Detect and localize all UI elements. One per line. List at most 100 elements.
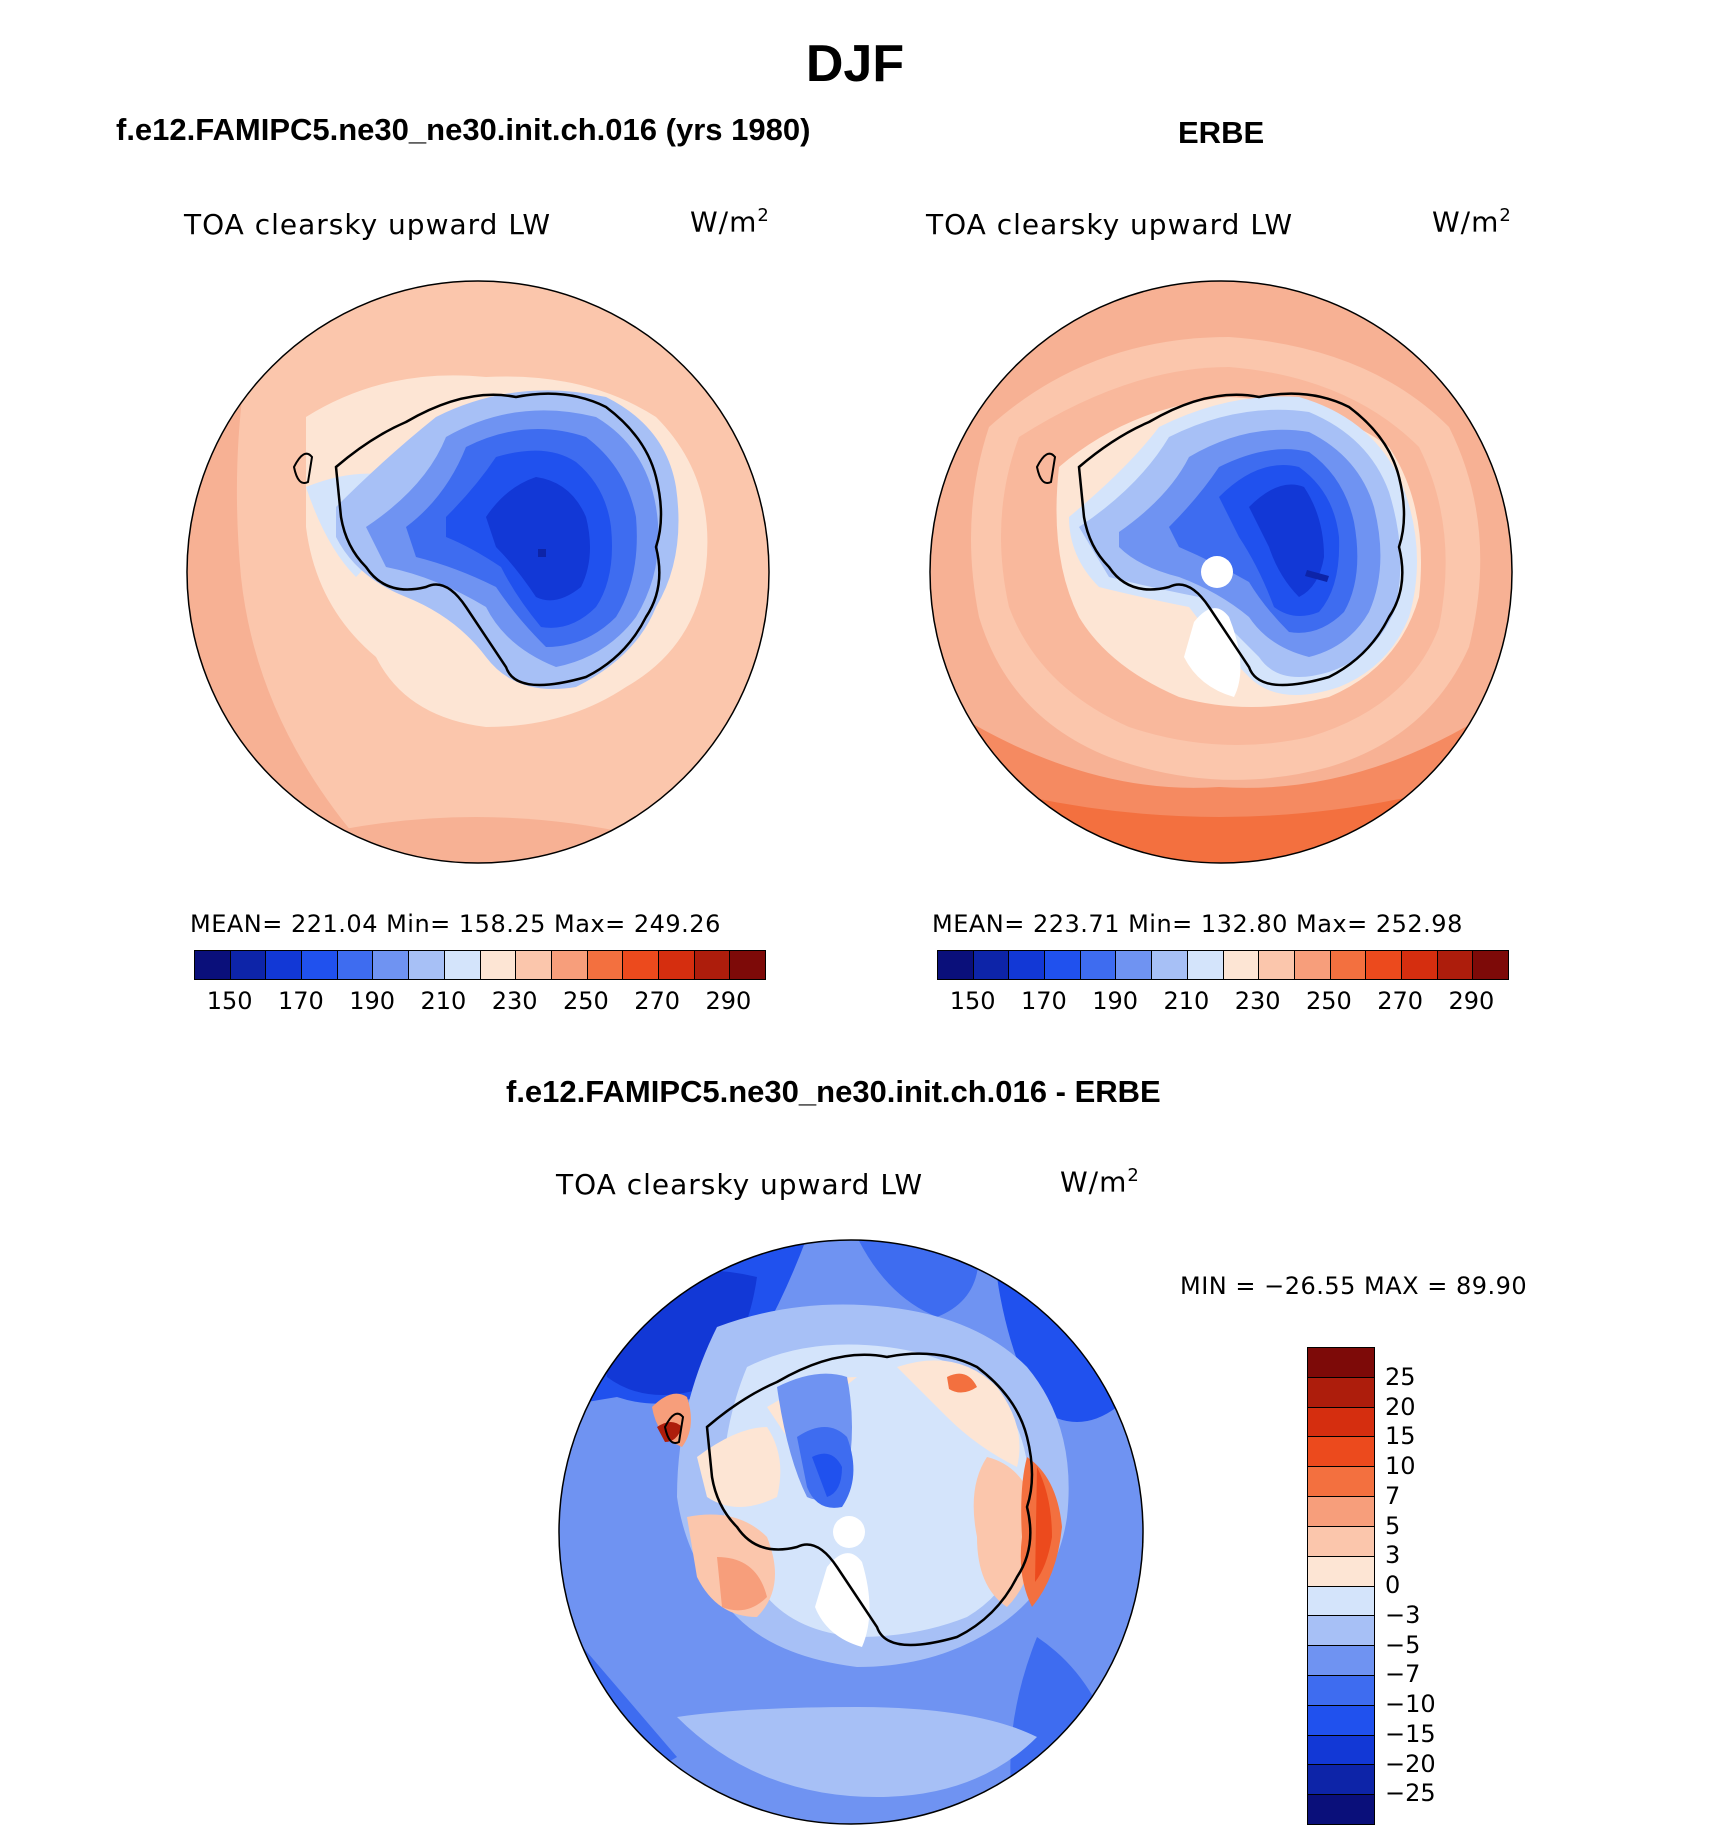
colorbar-segment bbox=[1223, 951, 1260, 979]
colorbar-tick-label: 270 bbox=[1377, 987, 1424, 1015]
colorbar-segment bbox=[1401, 951, 1438, 979]
model-colorbar bbox=[194, 950, 766, 980]
colorbar-segment bbox=[1152, 951, 1188, 979]
colorbar-segment bbox=[1308, 1377, 1374, 1408]
colorbar-segment bbox=[373, 951, 410, 979]
colorbar-segment bbox=[1437, 951, 1474, 979]
colorbar-tick-label: 250 bbox=[1305, 987, 1352, 1015]
obs-colorbar bbox=[937, 950, 1509, 980]
colorbar-segment bbox=[1473, 951, 1508, 979]
colorbar-tick-label: 7 bbox=[1385, 1481, 1401, 1510]
colorbar-tick-label: −25 bbox=[1385, 1779, 1436, 1808]
colorbar-tick-label: 190 bbox=[1092, 987, 1139, 1015]
colorbar-tick-label: 230 bbox=[1234, 987, 1281, 1015]
model-colorbar-ticks: 150 170 190 210 230 250 270 290 bbox=[194, 987, 764, 1017]
colorbar-segment bbox=[480, 951, 517, 979]
colorbar-tick-label: −7 bbox=[1385, 1660, 1421, 1689]
colorbar-segment bbox=[1080, 951, 1117, 979]
model-polar-map bbox=[186, 280, 770, 864]
diff-field-label: TOA clearsky upward LW bbox=[556, 1168, 924, 1201]
colorbar-segment bbox=[1187, 951, 1224, 979]
colorbar-segment bbox=[551, 951, 588, 979]
colorbar-tick-label: 10 bbox=[1385, 1452, 1416, 1480]
colorbar-segment bbox=[938, 951, 974, 979]
colorbar-segment bbox=[1045, 951, 1081, 979]
diff-colorbar-ticks: 25 20 15 10 7 5 3 0 −3 −5 −7 −10 −15 −20 −25 bbox=[1385, 1347, 1465, 1823]
colorbar-segment bbox=[587, 951, 624, 979]
colorbar-segment bbox=[409, 951, 445, 979]
colorbar-tick-label: 5 bbox=[1385, 1511, 1401, 1540]
colorbar-tick-label: 170 bbox=[1020, 987, 1067, 1015]
colorbar-tick-label: 230 bbox=[491, 987, 538, 1015]
colorbar-tick-label: −10 bbox=[1385, 1690, 1436, 1718]
colorbar-segment bbox=[730, 951, 765, 979]
colorbar-segment bbox=[694, 951, 731, 979]
colorbar-tick-label: 290 bbox=[1448, 987, 1495, 1015]
diff-polar-map bbox=[558, 1239, 1144, 1825]
colorbar-tick-label: 270 bbox=[634, 987, 681, 1015]
colorbar-segment bbox=[658, 951, 695, 979]
colorbar-tick-label: 150 bbox=[206, 987, 253, 1015]
colorbar-segment bbox=[1294, 951, 1331, 979]
colorbar-segment bbox=[444, 951, 481, 979]
colorbar-tick-label: 210 bbox=[420, 987, 467, 1015]
colorbar-segment bbox=[1308, 1675, 1374, 1706]
colorbar-segment bbox=[516, 951, 552, 979]
colorbar-tick-label: 250 bbox=[562, 987, 609, 1015]
obs-colorbar-ticks: 150 170 190 210 230 250 270 290 bbox=[937, 987, 1507, 1017]
model-panel-title: f.e12.FAMIPC5.ne30_ne30.init.ch.016 (yrs… bbox=[116, 112, 811, 147]
colorbar-tick-label: 170 bbox=[277, 987, 324, 1015]
diff-panel-title: f.e12.FAMIPC5.ne30_ne30.init.ch.016 - ER… bbox=[506, 1074, 1161, 1109]
colorbar-tick-label: −20 bbox=[1385, 1749, 1436, 1778]
obs-polar-map bbox=[929, 280, 1513, 864]
colorbar-segment bbox=[1308, 1705, 1374, 1736]
colorbar-segment bbox=[1308, 1526, 1374, 1557]
colorbar-segment bbox=[1330, 951, 1367, 979]
obs-field-label: TOA clearsky upward LW bbox=[926, 208, 1294, 241]
colorbar-tick-label: 3 bbox=[1385, 1541, 1401, 1570]
model-units-label: W/m2 bbox=[690, 205, 770, 239]
figure-title: DJF bbox=[805, 35, 905, 93]
obs-stats: MEAN= 223.71 Min= 132.80 Max= 252.98 bbox=[932, 910, 1463, 938]
model-stats: MEAN= 221.04 Min= 158.25 Max= 249.26 bbox=[190, 910, 721, 938]
colorbar-tick-label: 20 bbox=[1385, 1392, 1416, 1421]
colorbar-tick-label: 150 bbox=[949, 987, 996, 1015]
colorbar-segment bbox=[1308, 1437, 1374, 1468]
colorbar-segment bbox=[1308, 1497, 1374, 1527]
colorbar-segment bbox=[337, 951, 374, 979]
colorbar-segment bbox=[1308, 1407, 1374, 1438]
diff-colorbar bbox=[1307, 1347, 1375, 1825]
colorbar-segment bbox=[1259, 951, 1295, 979]
colorbar-segment bbox=[1116, 951, 1153, 979]
obs-units-label: W/m2 bbox=[1432, 205, 1512, 239]
colorbar-segment bbox=[1009, 951, 1046, 979]
colorbar-segment bbox=[266, 951, 303, 979]
colorbar-segment bbox=[1366, 951, 1402, 979]
colorbar-tick-label: −15 bbox=[1385, 1719, 1436, 1748]
colorbar-segment bbox=[1308, 1348, 1374, 1378]
colorbar-segment bbox=[1308, 1765, 1374, 1796]
colorbar-segment bbox=[623, 951, 659, 979]
colorbar-segment bbox=[1308, 1616, 1374, 1647]
colorbar-segment bbox=[195, 951, 231, 979]
colorbar-tick-label: 15 bbox=[1385, 1422, 1416, 1451]
colorbar-tick-label: 210 bbox=[1163, 987, 1210, 1015]
colorbar-segment bbox=[302, 951, 338, 979]
colorbar-tick-label: 0 bbox=[1385, 1571, 1401, 1599]
colorbar-tick-label: −5 bbox=[1385, 1630, 1421, 1659]
model-field-label: TOA clearsky upward LW bbox=[184, 208, 552, 241]
obs-panel-title: ERBE bbox=[1178, 115, 1265, 150]
colorbar-segment bbox=[1308, 1795, 1374, 1824]
diff-units-label: W/m2 bbox=[1060, 1165, 1140, 1199]
colorbar-segment bbox=[1308, 1586, 1374, 1617]
colorbar-segment bbox=[1308, 1646, 1374, 1676]
colorbar-segment bbox=[230, 951, 267, 979]
colorbar-segment bbox=[973, 951, 1010, 979]
colorbar-tick-label: −3 bbox=[1385, 1600, 1421, 1629]
colorbar-segment bbox=[1308, 1467, 1374, 1498]
colorbar-segment bbox=[1308, 1735, 1374, 1766]
colorbar-segment bbox=[1308, 1556, 1374, 1587]
colorbar-tick-label: 290 bbox=[705, 987, 752, 1015]
colorbar-tick-label: 25 bbox=[1385, 1362, 1416, 1391]
colorbar-tick-label: 190 bbox=[349, 987, 396, 1015]
